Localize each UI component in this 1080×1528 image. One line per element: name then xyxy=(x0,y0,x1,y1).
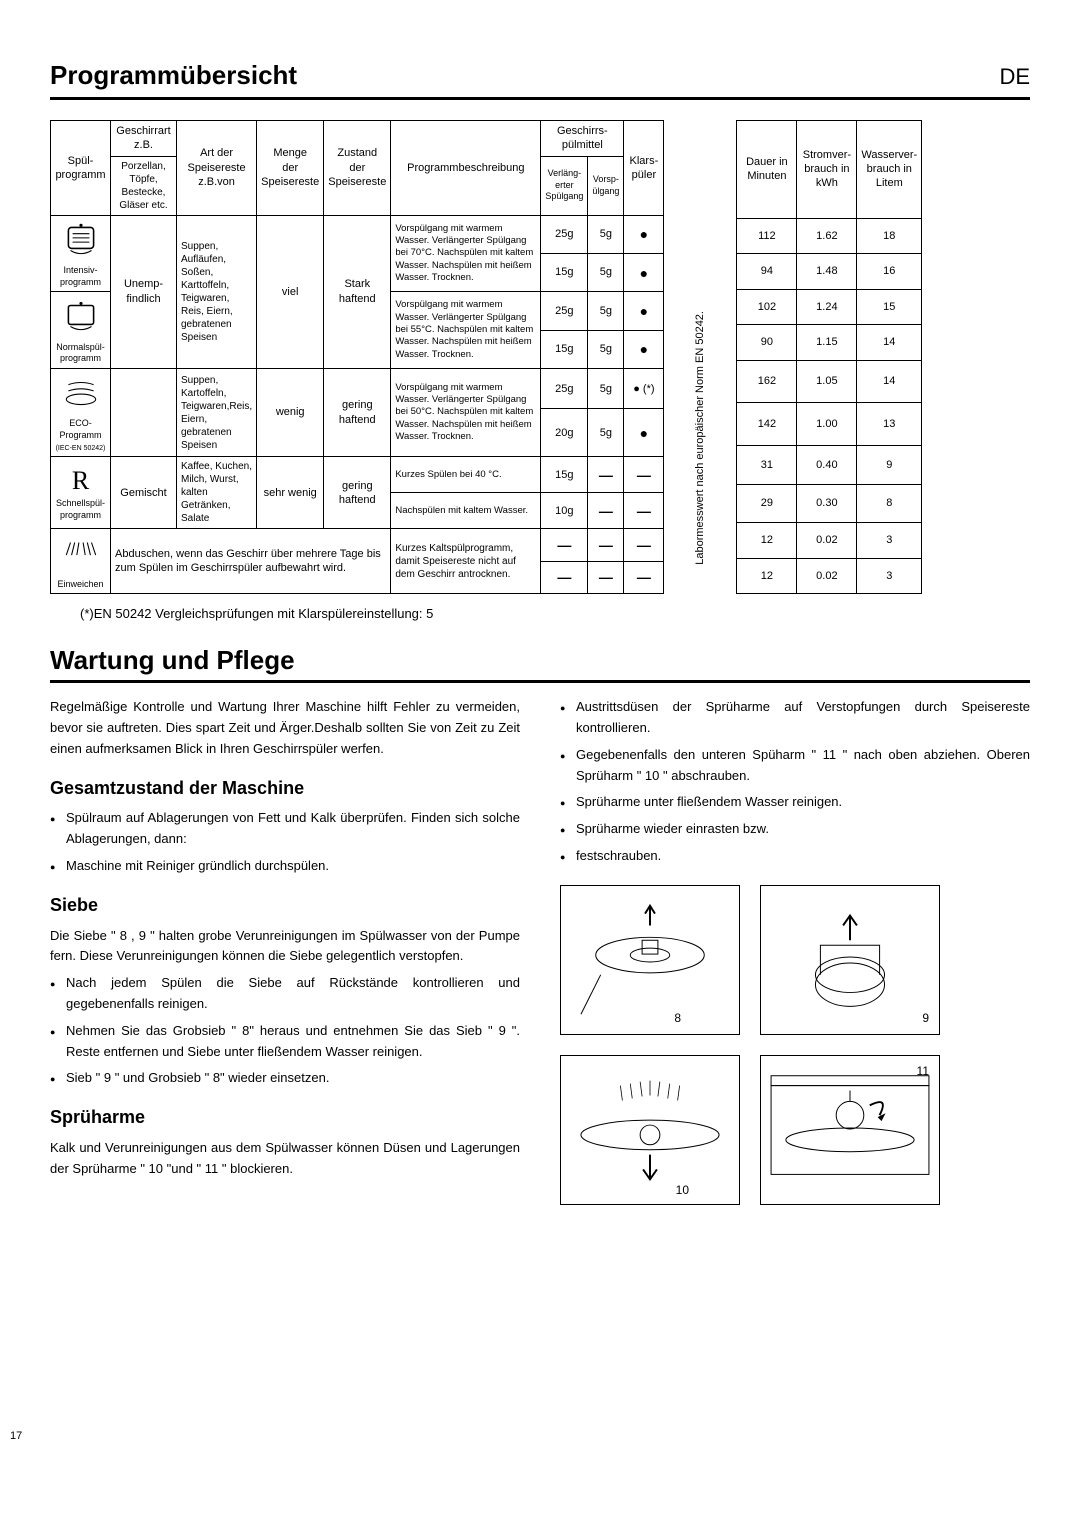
maint-b2c: Sieb " 9 " und Grobsieb " 8" wieder eins… xyxy=(50,1068,520,1089)
maint-rb1: Austrittsdüsen der Sprüharme auf Verstop… xyxy=(560,697,1030,739)
prog-eco-icon: ECO- Programm(IEC-EN 50242) xyxy=(51,368,111,456)
maint-intro: Regelmäßige Kontrolle und Wartung Ihrer … xyxy=(50,697,520,759)
program-table-values: Dauer in Minuten Stromver-brauch in kWh … xyxy=(736,120,922,594)
page-number: 17 xyxy=(10,1430,22,1442)
maint-p2: Die Siebe " 8 , 9 " halten grobe Verunre… xyxy=(50,926,520,968)
figure-9: 9 xyxy=(760,885,940,1035)
maint-b1b: Maschine mit Reiniger gründlich durchspü… xyxy=(50,856,520,877)
maint-b2b: Nehmen Sie das Grobsieb " 8" heraus und … xyxy=(50,1021,520,1063)
table-footnote: (*)EN 50242 Vergleichsprüfungen mit Klar… xyxy=(80,606,1030,621)
lang-code: DE xyxy=(999,64,1030,90)
maint-right-col: Austrittsdüsen der Sprüharme auf Verstop… xyxy=(560,697,1030,1205)
prog-einweichen-icon: Einweichen xyxy=(51,529,111,594)
program-tables: Spül-programm Geschirrart z.B. Art derSp… xyxy=(50,120,1030,594)
maint-p3: Kalk und Verunreinigungen aus dem Spülwa… xyxy=(50,1138,520,1180)
header: Programmübersicht DE xyxy=(50,60,1030,100)
figure-11: 11 xyxy=(760,1055,940,1205)
maint-rb2: Gegebenenfalls den unteren Spüharm " 11 … xyxy=(560,745,1030,787)
maint-h1: Gesamtzustand der Maschine xyxy=(50,774,520,803)
h-c3a: Art der xyxy=(200,147,233,159)
maint-columns: Regelmäßige Kontrolle und Wartung Ihrer … xyxy=(50,697,1030,1205)
h-c1b: programm xyxy=(55,169,105,181)
prog-intensiv-icon: Intensiv-programm xyxy=(51,215,111,292)
maint-rb4: Sprüharme wieder einrasten bzw. xyxy=(560,819,1030,840)
h-c2a: Geschirrart z.B. xyxy=(116,125,170,151)
vertical-note: Labormesswert nach europäischer Norm EN … xyxy=(694,301,706,595)
maint-rb5: festschrauben. xyxy=(560,846,1030,867)
maint-rb3: Sprüharme unter fließendem Wasser reinig… xyxy=(560,792,1030,813)
figure-8: 8 xyxy=(560,885,740,1035)
maint-b1a: Spülraum auf Ablagerungen von Fett und K… xyxy=(50,808,520,850)
figure-10: 10 xyxy=(560,1055,740,1205)
maint-h2: Siebe xyxy=(50,891,520,920)
page-title: Programmübersicht xyxy=(50,60,297,91)
program-table-main: Spül-programm Geschirrart z.B. Art derSp… xyxy=(50,120,664,594)
figures: 8 9 10 xyxy=(560,885,1030,1205)
section-title-maint: Wartung und Pflege xyxy=(50,645,1030,683)
maint-left-col: Regelmäßige Kontrolle und Wartung Ihrer … xyxy=(50,697,520,1205)
h-c1a: Spül- xyxy=(68,155,94,167)
prog-normal-icon: Normalspül-programm xyxy=(51,292,111,369)
prog-schnell-icon: R Schnellspül-programm xyxy=(51,457,111,529)
maint-h3: Sprüharme xyxy=(50,1103,520,1132)
maint-b2a: Nach jedem Spülen die Siebe auf Rückstän… xyxy=(50,973,520,1015)
